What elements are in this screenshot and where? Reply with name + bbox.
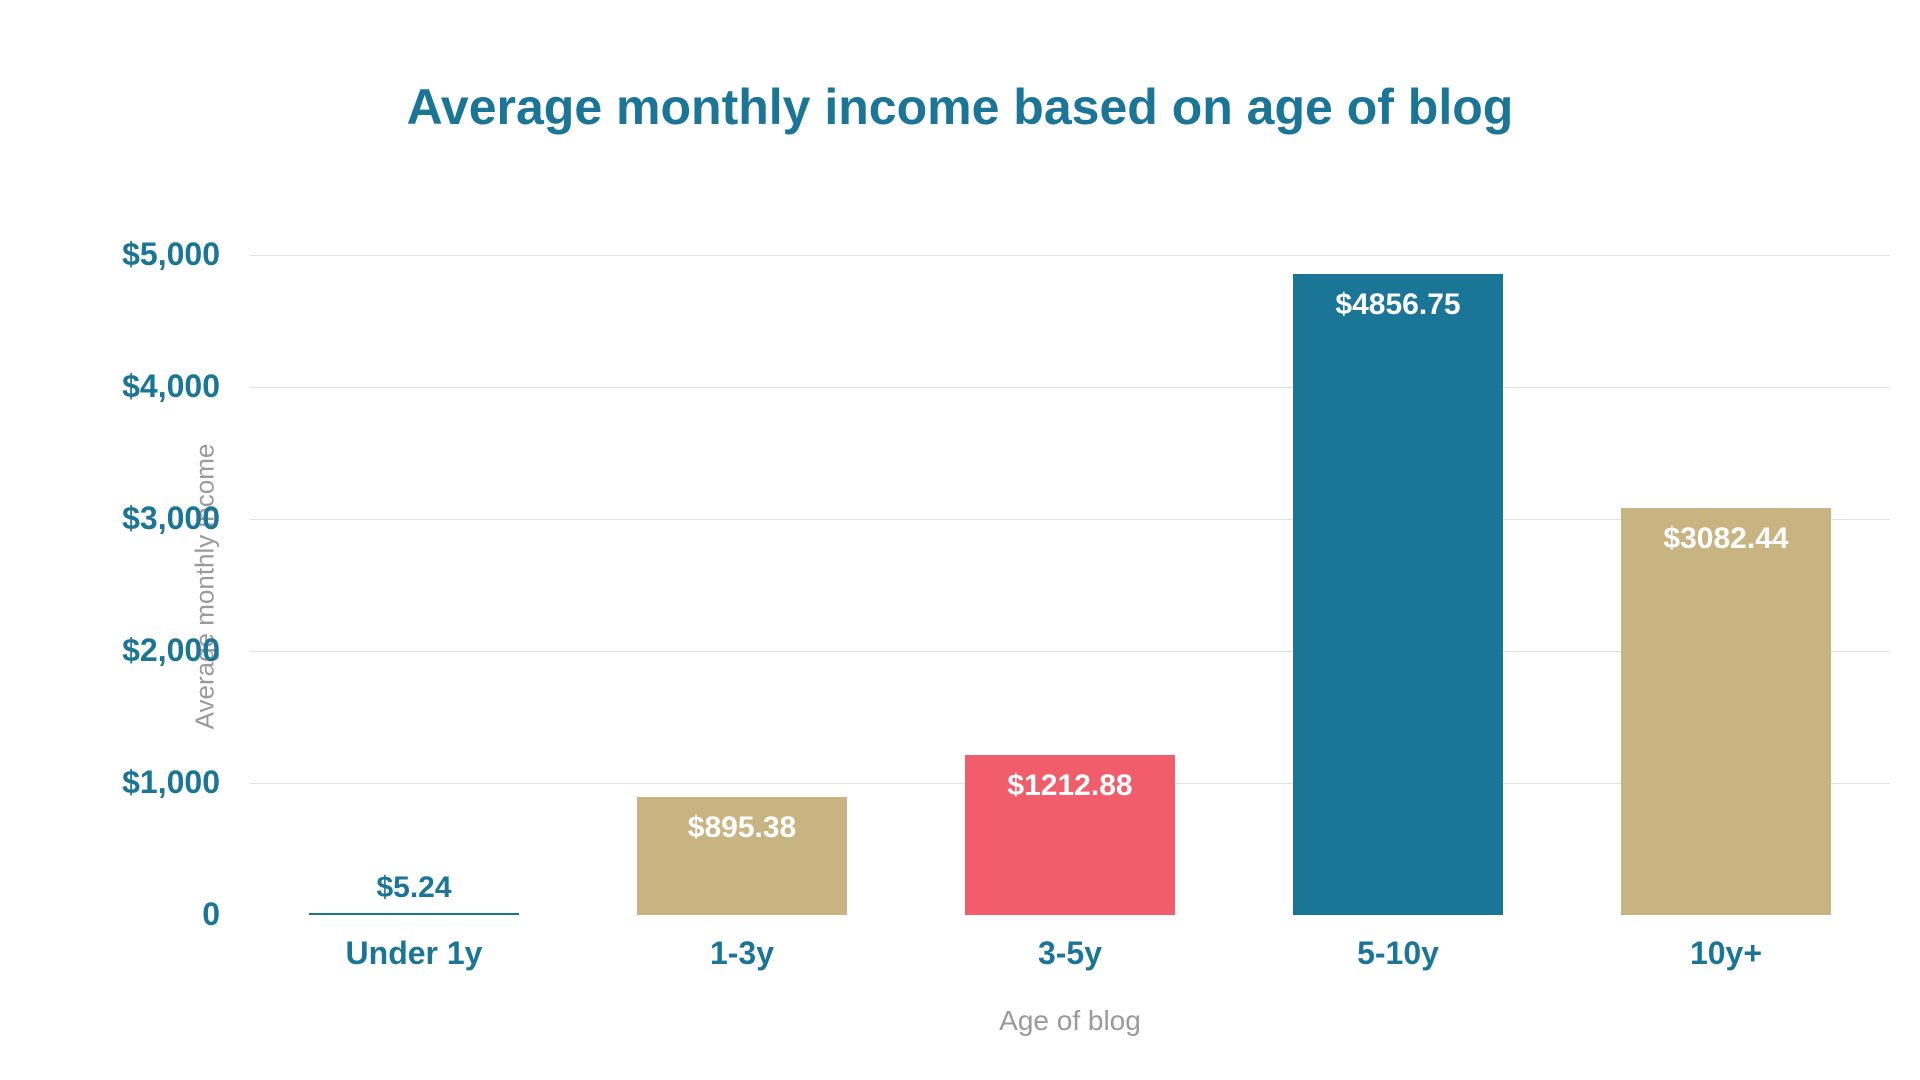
x-tick-label: Under 1y bbox=[250, 935, 578, 972]
y-tick-label: $4,000 bbox=[0, 368, 220, 405]
bar-slot: $5.24 bbox=[250, 255, 578, 915]
bar: $3082.44 bbox=[1621, 508, 1831, 915]
bar: $895.38 bbox=[637, 797, 847, 915]
bar-value-label: $3082.44 bbox=[1663, 522, 1788, 556]
y-tick-label: 0 bbox=[0, 896, 220, 933]
bar: $4856.75 bbox=[1293, 274, 1503, 915]
x-tick-label: 3-5y bbox=[906, 935, 1234, 972]
y-axis-label: Average monthly income bbox=[189, 444, 220, 730]
bar-slot: $895.38 bbox=[578, 255, 906, 915]
x-tick-label: 1-3y bbox=[578, 935, 906, 972]
plot-area: $5.24 $895.38 $1212.88 $4856.75 $3082.44 bbox=[250, 255, 1890, 915]
y-tick-label: $5,000 bbox=[0, 236, 220, 273]
x-tick-label: 10y+ bbox=[1562, 935, 1890, 972]
bar-value-label: $4856.75 bbox=[1335, 288, 1460, 322]
x-axis-label: Age of blog bbox=[250, 1005, 1890, 1037]
bar-slot: $1212.88 bbox=[906, 255, 1234, 915]
y-tick-label: $1,000 bbox=[0, 764, 220, 801]
x-tick-label: 5-10y bbox=[1234, 935, 1562, 972]
y-tick-label: $2,000 bbox=[0, 632, 220, 669]
bar-slot: $4856.75 bbox=[1234, 255, 1562, 915]
y-tick-label: $3,000 bbox=[0, 500, 220, 537]
bar: $5.24 bbox=[309, 913, 519, 915]
bar-chart: Average monthly income based on age of b… bbox=[0, 0, 1920, 1080]
bars-row: $5.24 $895.38 $1212.88 $4856.75 $3082.44 bbox=[250, 255, 1890, 915]
bar-slot: $3082.44 bbox=[1562, 255, 1890, 915]
bar-value-label: $895.38 bbox=[688, 811, 796, 845]
bar-value-label: $1212.88 bbox=[1007, 769, 1132, 803]
chart-title: Average monthly income based on age of b… bbox=[0, 78, 1920, 136]
bar-value-label: $5.24 bbox=[376, 871, 451, 905]
bar: $1212.88 bbox=[965, 755, 1175, 915]
